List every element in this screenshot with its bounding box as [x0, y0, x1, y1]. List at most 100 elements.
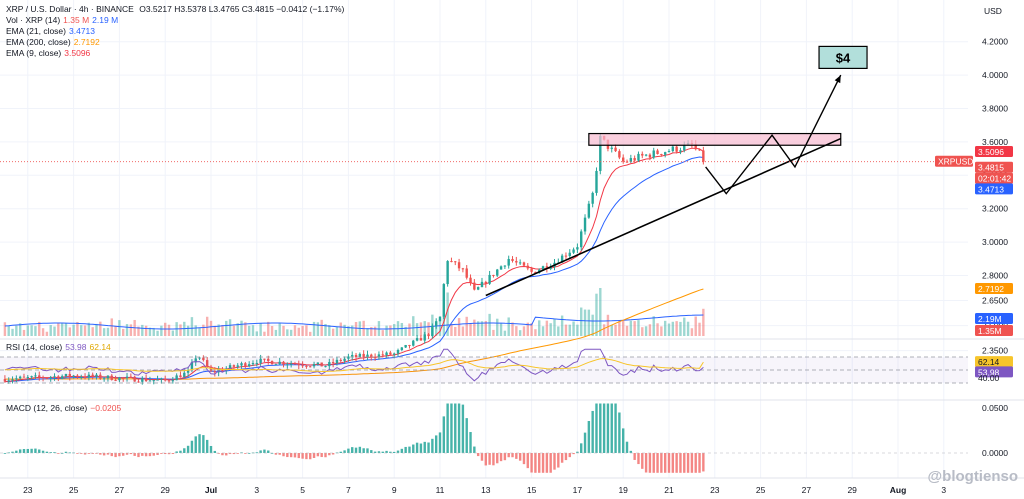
volume-bar: [15, 325, 18, 336]
candle-body: [648, 154, 652, 158]
candle-body: [381, 354, 384, 356]
macd-bar: [675, 453, 678, 473]
candle-body: [114, 379, 117, 381]
macd-bar: [358, 446, 362, 453]
macd-bar: [152, 453, 155, 456]
macd-bar: [366, 448, 369, 453]
volume-bar: [599, 288, 602, 336]
macd-bar: [343, 450, 346, 453]
volume-bar: [221, 325, 224, 336]
volume-bar: [457, 318, 461, 336]
candle-body: [213, 371, 217, 373]
volume-bar: [205, 316, 209, 336]
candle-body: [663, 152, 667, 155]
volume-bar: [625, 325, 629, 336]
macd-bar: [461, 404, 465, 453]
macd-bar: [228, 453, 232, 455]
volume-bar: [72, 324, 75, 336]
volume-bar: [282, 325, 285, 336]
volume-bar: [446, 292, 449, 336]
macd-bar: [545, 453, 549, 473]
volume-bar: [228, 319, 232, 336]
candle-body: [511, 259, 514, 261]
volume-bar: [343, 324, 346, 336]
candle-body: [125, 376, 129, 378]
candle-body: [30, 376, 33, 378]
volume-bar: [507, 317, 510, 336]
macd-bar: [129, 453, 133, 455]
candle-body: [560, 255, 564, 263]
volume-bar: [499, 322, 503, 336]
candle-body: [102, 378, 106, 380]
volume-bar: [534, 329, 537, 336]
macd-bar: [83, 453, 87, 455]
x-tick-label: Jul: [205, 485, 217, 495]
volume-bar: [671, 321, 675, 336]
candle-body: [175, 375, 178, 381]
candle-body: [259, 358, 262, 363]
macd-bar: [198, 434, 201, 453]
volume-bar: [114, 326, 117, 336]
candle-body: [202, 357, 205, 361]
macd-bar: [580, 443, 583, 453]
macd-bar: [53, 452, 56, 453]
candle-body: [148, 380, 152, 382]
volume-bar: [106, 327, 110, 336]
volume-bar: [202, 324, 205, 336]
candle-body: [568, 252, 571, 257]
macd-bar: [683, 453, 686, 473]
candle-body: [476, 287, 480, 290]
macd-bar: [549, 453, 552, 473]
macd-bar: [503, 453, 507, 461]
candle-body: [431, 325, 434, 337]
macd-bar: [698, 453, 701, 473]
x-tick-label: 15: [527, 485, 537, 495]
volume-bar: [648, 324, 652, 336]
candle-body: [236, 365, 239, 367]
candle-body: [15, 378, 18, 380]
candle-body: [49, 377, 52, 379]
macd-pane: [0, 403, 968, 473]
macd-bar: [87, 453, 91, 454]
y-tick-label: 4.2000: [982, 37, 1008, 47]
volume-bar: [408, 323, 411, 336]
volume-bar: [675, 321, 678, 336]
macd-bar: [641, 453, 644, 469]
macd-bar: [217, 453, 220, 454]
macd-bar: [110, 453, 113, 457]
macd-bar: [351, 447, 354, 453]
volume-bar: [591, 314, 594, 336]
candle-body: [496, 269, 499, 276]
candle-body: [492, 274, 495, 276]
candle-body: [618, 151, 621, 158]
volume-bar: [660, 326, 663, 336]
candle-body: [351, 354, 354, 357]
volume-bar: [580, 307, 583, 336]
x-tick-label: 25: [756, 485, 766, 495]
macd-bar: [64, 451, 68, 453]
macd-bar: [297, 453, 300, 459]
candle-body: [221, 369, 224, 372]
volume-bar: [698, 322, 701, 336]
macd-bar: [686, 453, 690, 473]
macd-bar: [38, 449, 41, 453]
macd-bar: [30, 448, 33, 453]
volume-bar: [484, 321, 487, 336]
volume-bar: [488, 313, 491, 336]
price-tag-bg: [975, 145, 1013, 157]
candles[interactable]: [3, 133, 705, 385]
candle-body: [267, 358, 270, 361]
volume-bar: [95, 323, 98, 336]
macd-bar: [522, 453, 526, 465]
candle-body: [587, 203, 591, 218]
candle-body: [473, 282, 476, 290]
candle-body: [205, 360, 209, 367]
x-tick-label: 27: [115, 485, 125, 495]
candle-body: [305, 365, 308, 367]
candle-body: [362, 353, 365, 358]
macd-bar: [156, 453, 159, 455]
volume-bar: [622, 319, 625, 336]
candle-body: [404, 344, 407, 348]
candle-body: [583, 217, 587, 232]
